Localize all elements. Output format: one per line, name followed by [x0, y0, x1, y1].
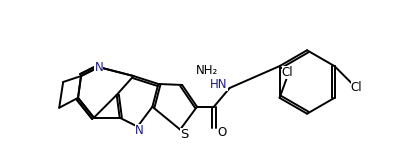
Text: HN: HN	[210, 78, 228, 91]
Text: N: N	[135, 124, 144, 137]
Text: N: N	[94, 61, 103, 74]
Text: NH₂: NH₂	[196, 64, 218, 77]
Text: Cl: Cl	[350, 81, 362, 95]
Text: Cl: Cl	[282, 66, 293, 79]
Text: O: O	[218, 126, 227, 139]
Text: S: S	[180, 128, 188, 141]
